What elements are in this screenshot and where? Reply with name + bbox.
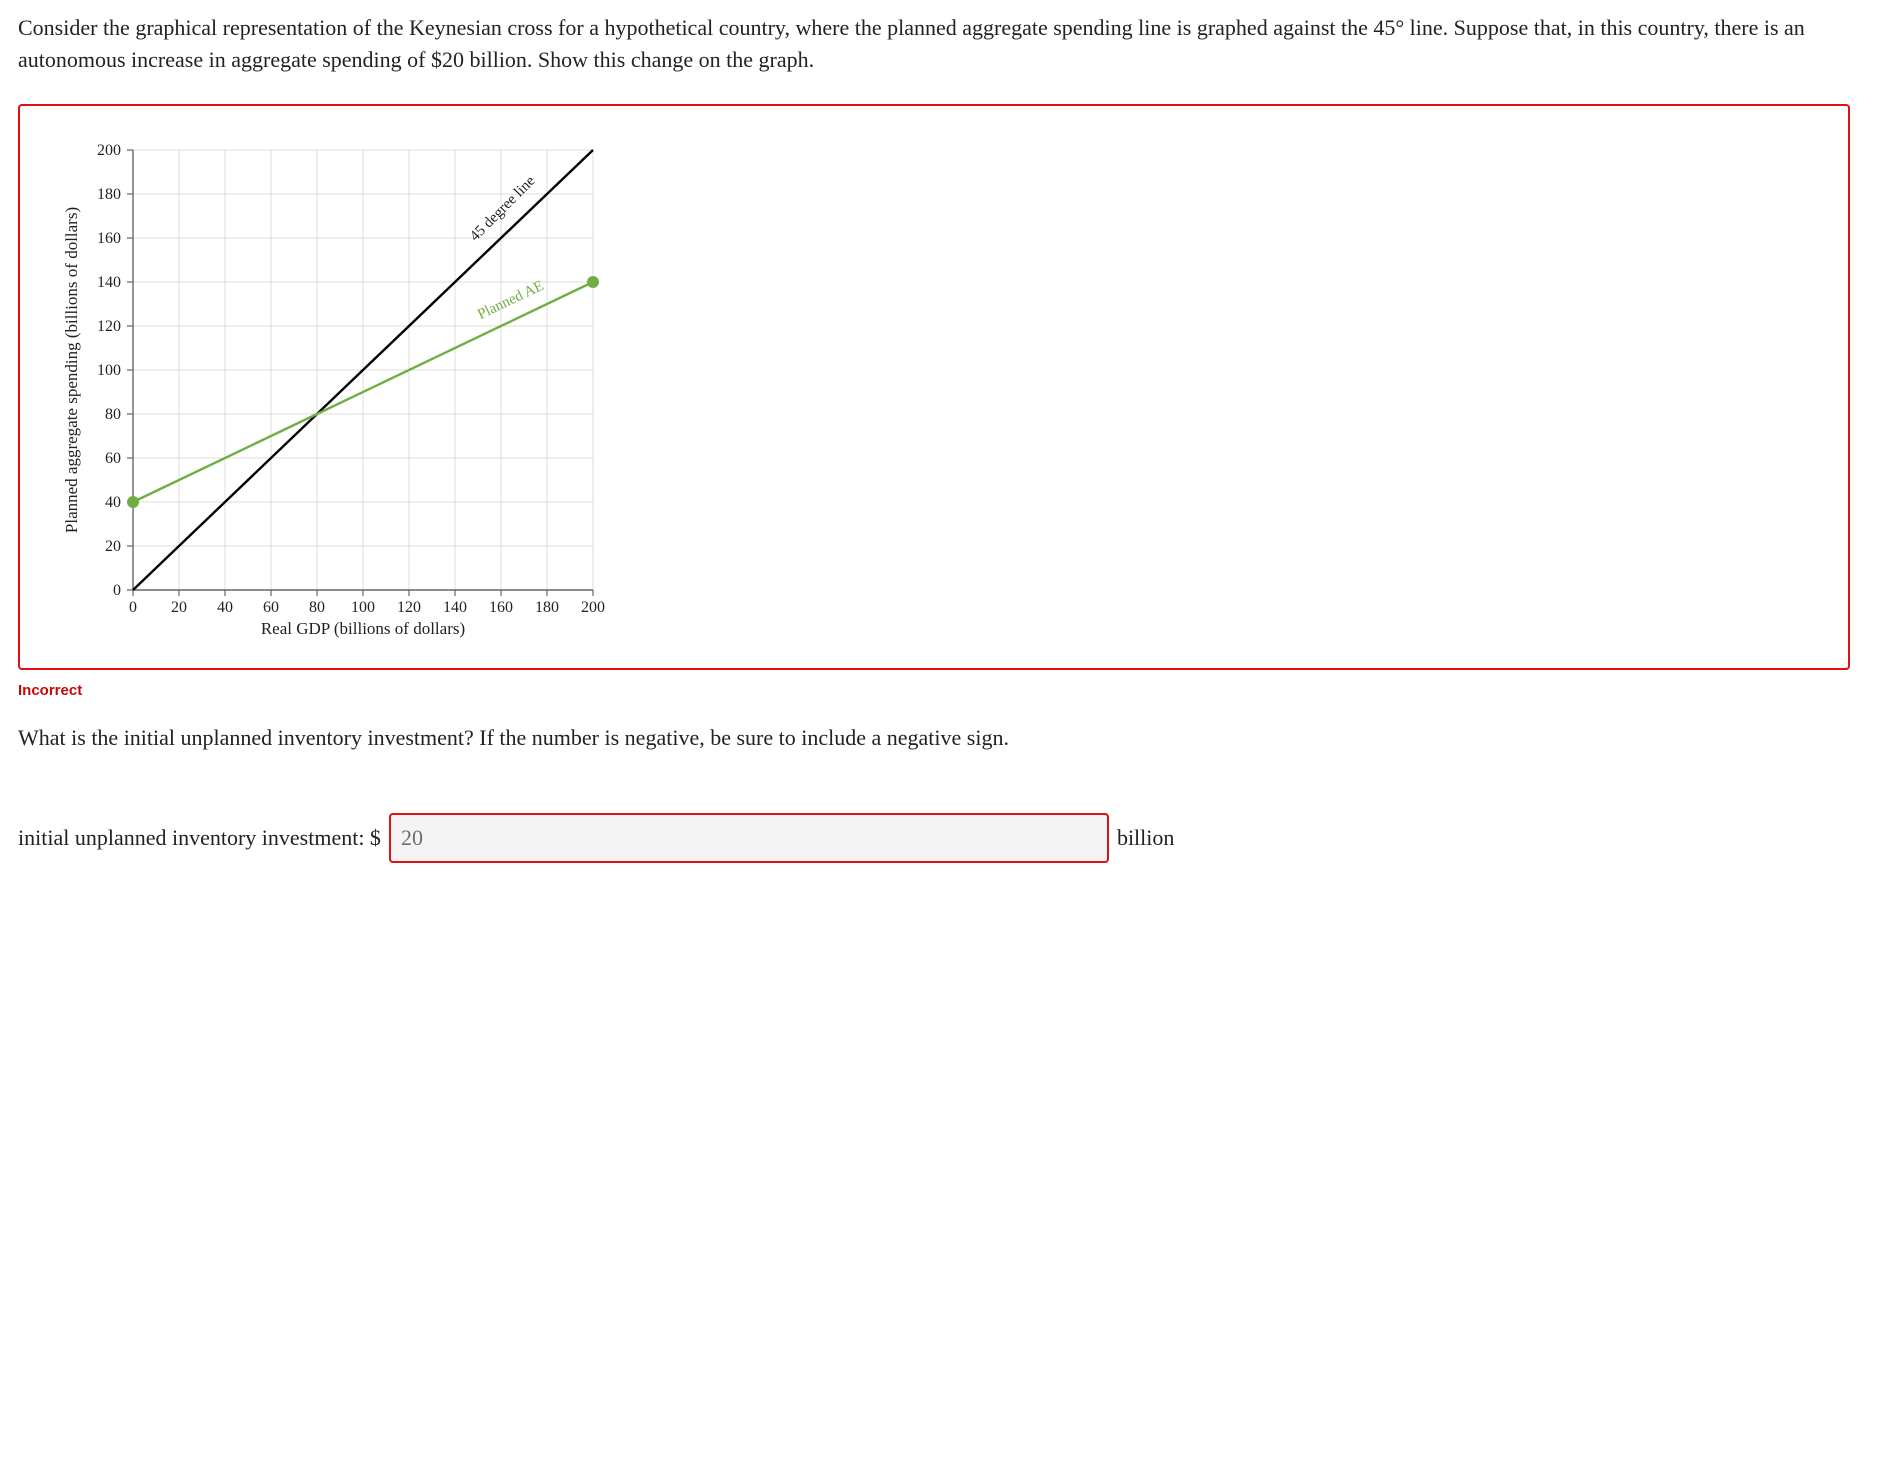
svg-text:45 degree line: 45 degree line xyxy=(467,173,539,245)
graph-container[interactable]: 0 20 40 60 80 100 120 140 160 180 200 0 20 40 60 80 100 1… xyxy=(18,104,1850,670)
svg-text:40: 40 xyxy=(217,599,233,616)
svg-text:0: 0 xyxy=(113,582,121,599)
svg-text:20: 20 xyxy=(105,538,121,555)
svg-text:Planned AE: Planned AE xyxy=(475,278,546,323)
svg-text:0: 0 xyxy=(129,599,137,616)
question-prompt: Consider the graphical representation of… xyxy=(18,12,1862,76)
svg-text:100: 100 xyxy=(97,362,121,379)
svg-text:120: 120 xyxy=(97,318,121,335)
svg-text:140: 140 xyxy=(443,599,467,616)
svg-text:100: 100 xyxy=(351,599,375,616)
answer-input-container xyxy=(389,813,1109,863)
svg-text:80: 80 xyxy=(309,599,325,616)
svg-text:60: 60 xyxy=(105,450,121,467)
svg-text:Planned aggregate spending (bi: Planned aggregate spending (billions of … xyxy=(62,207,81,533)
answer-unit: billion xyxy=(1117,822,1174,854)
svg-text:60: 60 xyxy=(263,599,279,616)
svg-text:160: 160 xyxy=(97,230,121,247)
answer-row: initial unplanned inventory investment: … xyxy=(18,813,1862,863)
keynesian-cross-chart[interactable]: 0 20 40 60 80 100 120 140 160 180 200 0 20 40 60 80 100 1… xyxy=(48,126,608,646)
svg-text:140: 140 xyxy=(97,274,121,291)
svg-text:40: 40 xyxy=(105,494,121,511)
svg-text:80: 80 xyxy=(105,406,121,423)
question-followup: What is the initial unplanned inventory … xyxy=(18,722,1862,754)
svg-text:200: 200 xyxy=(581,599,605,616)
svg-text:180: 180 xyxy=(97,186,121,203)
feedback-label: Incorrect xyxy=(18,680,1862,702)
svg-text:Real GDP (billions of dollars): Real GDP (billions of dollars) xyxy=(261,619,465,638)
answer-label: initial unplanned inventory investment: … xyxy=(18,822,381,854)
svg-text:20: 20 xyxy=(171,599,187,616)
svg-text:200: 200 xyxy=(97,142,121,159)
answer-input[interactable] xyxy=(391,815,1107,861)
svg-text:120: 120 xyxy=(397,599,421,616)
svg-text:160: 160 xyxy=(489,599,513,616)
svg-text:180: 180 xyxy=(535,599,559,616)
